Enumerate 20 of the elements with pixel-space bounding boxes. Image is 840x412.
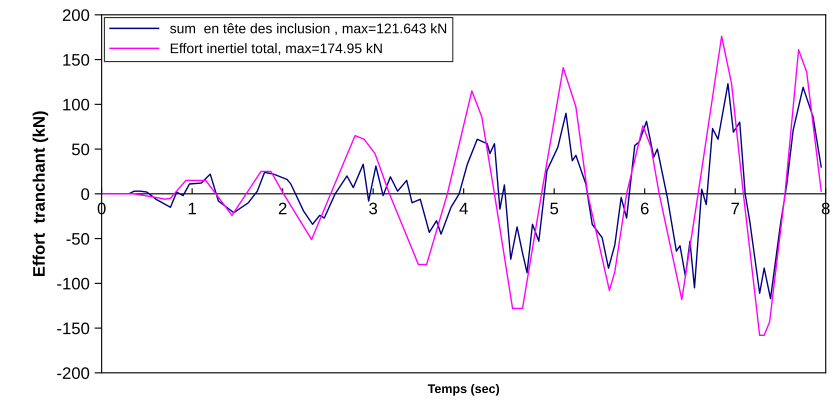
y-tick-label: 150 [63,54,90,66]
legend-label: sum en tête des inclusion , max=121.643 kN [170,23,446,36]
y-tick-label: 50 [72,143,90,156]
x-tick-label: 6 [640,202,649,214]
y-tick-label: 0 [81,188,90,200]
legend-label: Effort inertiel total, max=174.95 kN [170,43,382,55]
y-axis-title: Effort tranchant (kN) [32,111,48,276]
x-tick-label: 7 [731,202,740,214]
y-tick-label: 100 [63,98,90,111]
y-tick-label: 200 [62,9,90,22]
x-tick-label: 2 [278,202,286,214]
y-tick-label: -150 [57,322,90,334]
y-tick-label: -50 [66,233,90,245]
x-tick-label: 5 [550,202,558,214]
x-tick-label: 3 [369,202,378,214]
x-tick-label: 4 [459,202,468,214]
x-tick-label: 1 [188,202,196,214]
x-axis-title: Temps (sec) [428,384,500,396]
y-tick-label: -200 [57,367,90,380]
y-tick-label: -100 [57,278,90,290]
